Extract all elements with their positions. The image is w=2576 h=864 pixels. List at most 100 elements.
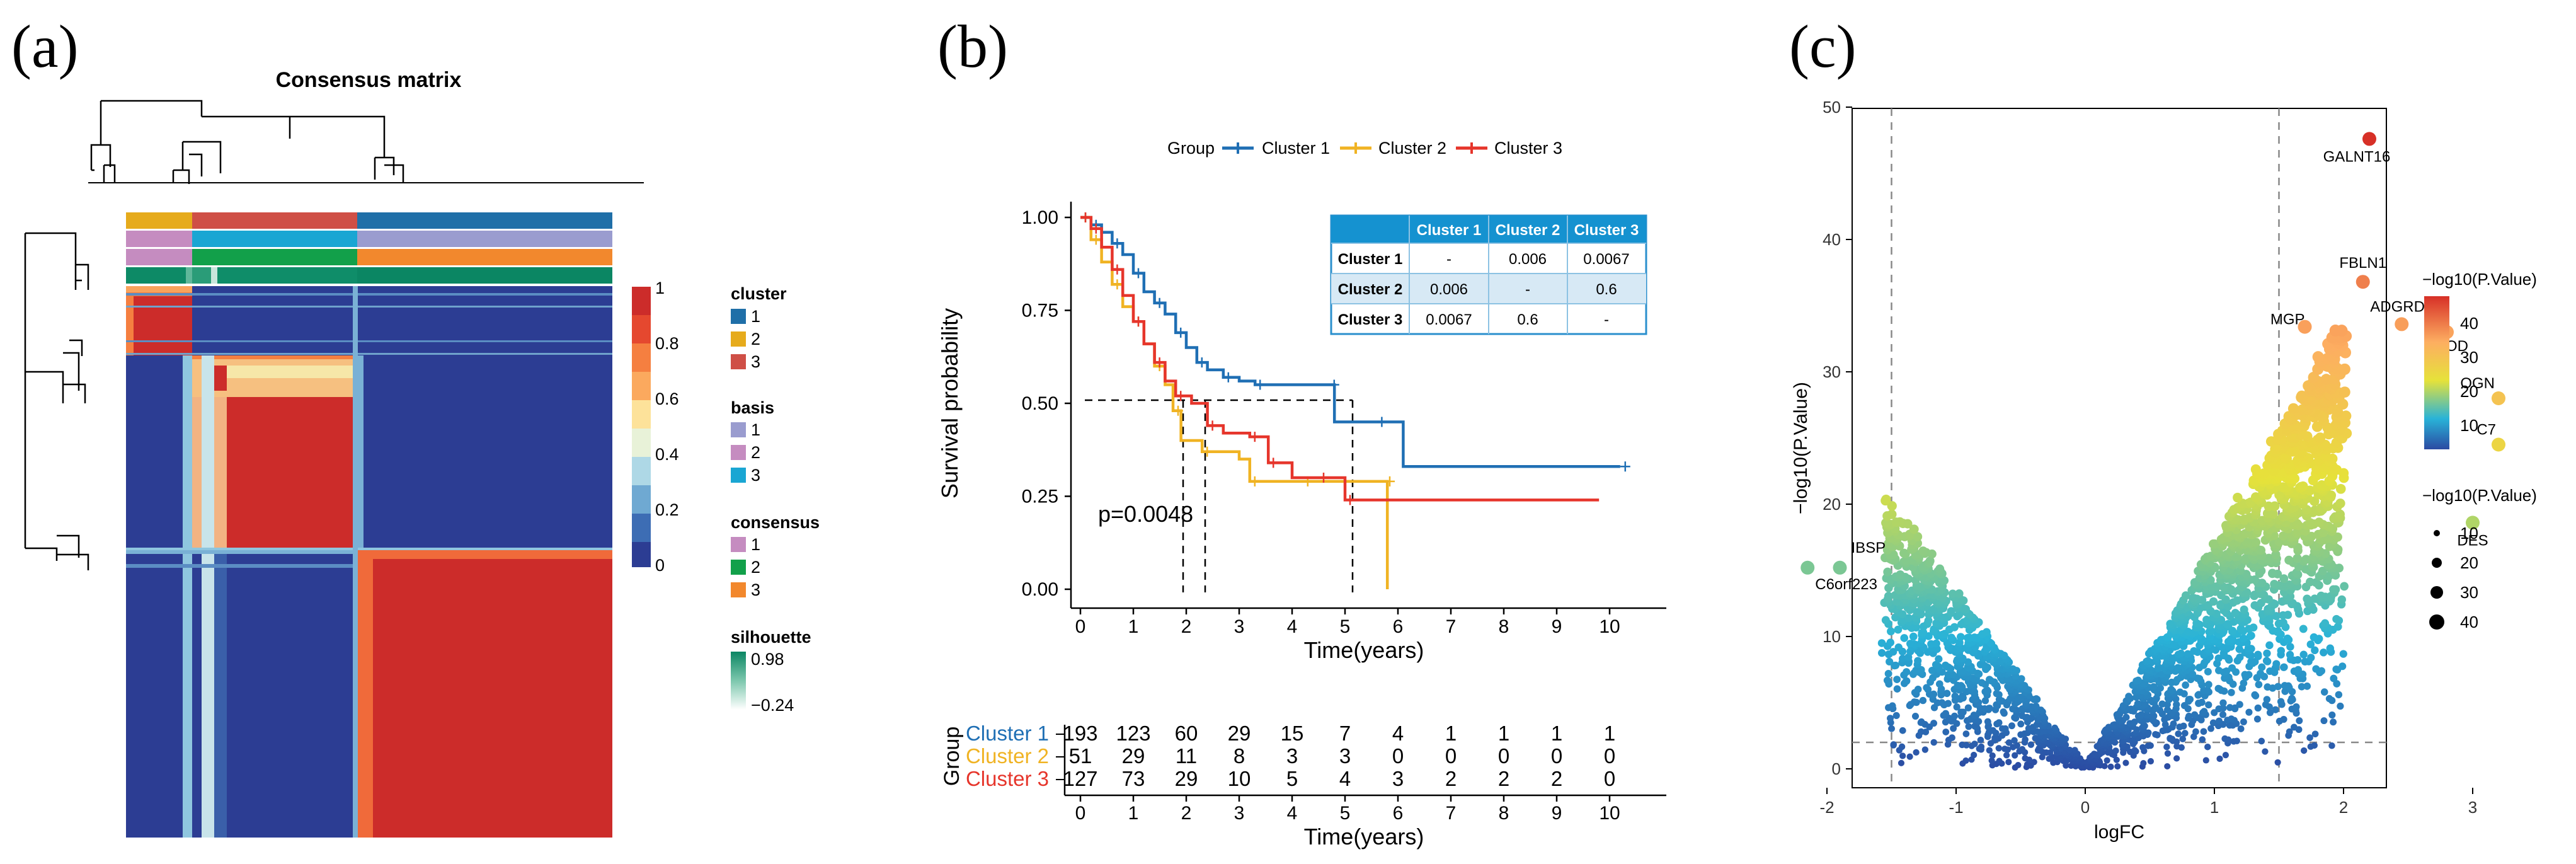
survival-xtick-label: 6 [1393,616,1404,637]
colorbar-tick-0: 0 [655,556,665,575]
volcano-point [2188,594,2197,602]
volcano-point [2318,567,2327,576]
volcano-point [2310,633,2318,642]
volcano-point [2320,374,2332,385]
risk-xtick-label: 5 [1340,803,1351,824]
volcano-point [2209,539,2218,549]
survival-xtick-label: 10 [1599,616,1620,637]
volcano-point [2266,709,2274,717]
volcano-point [2173,755,2180,762]
risk-cell: 127 [1063,767,1097,790]
risk-cell: 1 [1604,722,1615,745]
volcano-point [2164,750,2172,757]
volcano-labeled-point [2356,275,2370,289]
volcano-point [1950,712,1959,720]
volcano-point [1921,746,1929,753]
volcano-point [2268,568,2277,578]
volcano-point [2027,741,2035,748]
anno-cluster-3 [192,212,357,229]
pval-row1-label: Cluster 1 [1338,251,1403,268]
legend-cluster-label-2: 2 [751,330,760,348]
volcano-point [1917,728,1925,735]
volcano-labeled-point [2298,320,2312,334]
volcano-point [1919,696,1927,705]
volcano-point [1877,648,1886,657]
volcano-point [2001,746,2008,752]
volcano-point [2131,747,2138,754]
volcano-point [2167,686,2175,694]
censor-mark [1207,420,1218,431]
colorbar-tick-02: 0.2 [655,500,679,519]
volcano-point [2258,737,2265,745]
volcano-xtick-label: -1 [1949,798,1963,817]
volcano-point [1989,727,1996,734]
volcano-point [2335,498,2345,509]
risk-xtick-label: 4 [1287,803,1298,824]
risk-cell: 4 [1339,767,1351,790]
colorbar-tick-06: 0.6 [655,389,679,408]
volcano-point [2328,711,2336,719]
survival-xtick-label: 5 [1340,616,1351,637]
volcano-point [2286,728,2293,735]
volcano-point [1893,685,1901,693]
volcano-point [2333,623,2342,631]
volcano-point [2335,509,2345,519]
volcano-point [1935,680,1943,688]
consensus-heatmap [126,286,612,838]
volcano-point [2262,509,2273,519]
volcano-point [1896,570,1905,579]
volcano-point [2285,580,2294,589]
volcano-point [2311,742,2318,749]
volcano-point [2185,712,2193,720]
volcano-point [2288,694,2296,703]
volcano-point [2228,689,2235,696]
risk-cell: 2 [1498,767,1509,790]
legend-cluster: cluster 1 2 3 [731,284,787,371]
volcano-point [2141,700,2149,708]
volcano-point [2181,591,2190,600]
volcano-point [1999,725,2006,732]
legend-consensus-title: consensus [731,513,820,532]
gene-label: FBLN1 [2339,255,2386,272]
volcano-point [2174,664,2182,672]
risk-xtick-label: 7 [1446,803,1457,824]
volcano-point [2140,759,2147,767]
pval-row3-c1: 0.0067 [1426,311,1472,328]
volcano-point [2214,684,2223,693]
volcano-point [2250,601,2259,610]
volcano-point [2294,655,2302,664]
volcano-point [2272,706,2279,713]
volcano-point [2202,615,2211,624]
risk-cell: 51 [1069,744,1092,768]
volcano-point [2219,582,2228,592]
risk-cell: 123 [1116,722,1150,745]
silhouette-min-label: −0.24 [751,696,794,715]
volcano-point [2182,681,2189,689]
volcano-point [1977,736,1984,744]
risk-cell: 0 [1445,744,1457,768]
volcano-point [2237,725,2245,732]
volcano-point [2312,665,2320,673]
volcano-point [2277,698,2285,705]
volcano-point [2189,670,2197,678]
volcano-point [1900,634,1909,642]
legend-consensus-label-1: 1 [751,535,760,554]
volcano-point [2112,747,2119,754]
volcano-point [2274,683,2282,691]
gene-label: C6orf223 [1815,576,1877,593]
legend-basis-swatch-3 [731,468,746,483]
volcano-point [1909,632,1918,641]
risk-xtick-label: 9 [1552,803,1562,824]
risk-cell: 2 [1551,767,1562,790]
volcano-point [1947,633,1955,642]
legend-basis-label-2: 2 [751,443,760,462]
volcano-point [1978,743,1985,751]
volcano-point [2294,665,2302,674]
volcano-point [2316,480,2327,490]
consensus-matrix-panel: Consensus matrix [24,68,820,838]
volcano-point [2219,699,2227,707]
legend-cluster-title: cluster [731,284,787,303]
volcano-point [2175,730,2182,737]
pval-row2-c1: 0.006 [1430,281,1468,298]
